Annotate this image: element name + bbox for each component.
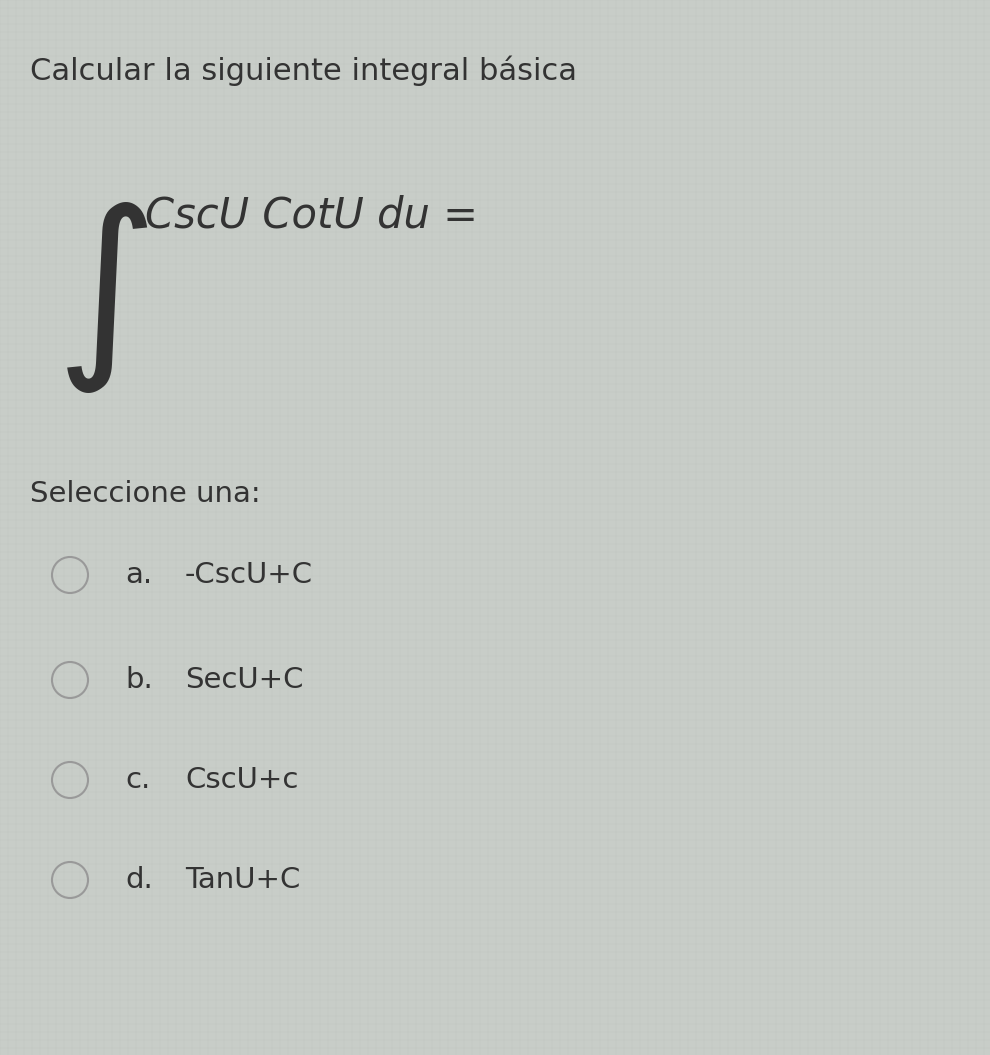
Text: c.: c. xyxy=(125,766,150,794)
Text: a.: a. xyxy=(125,561,152,589)
Text: d.: d. xyxy=(125,866,152,894)
Text: b.: b. xyxy=(125,666,152,694)
Text: Calcular la siguiente integral básica: Calcular la siguiente integral básica xyxy=(30,55,577,85)
Text: Seleccione una:: Seleccione una: xyxy=(30,480,260,509)
Text: TanU+C: TanU+C xyxy=(185,866,300,894)
Text: CscU CotU du =: CscU CotU du = xyxy=(145,195,478,237)
Text: $\int$: $\int$ xyxy=(55,200,148,395)
Text: CscU+c: CscU+c xyxy=(185,766,298,794)
Text: -CscU+C: -CscU+C xyxy=(185,561,313,589)
Text: SecU+C: SecU+C xyxy=(185,666,304,694)
